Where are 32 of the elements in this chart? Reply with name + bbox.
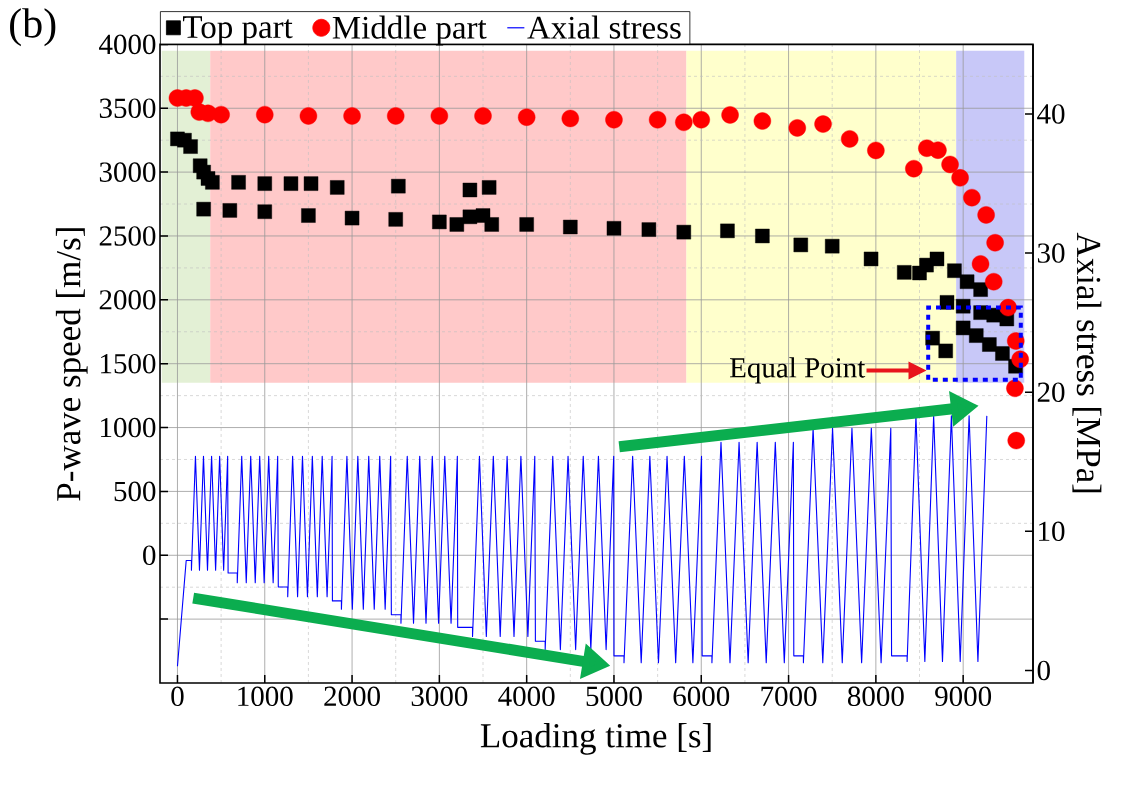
y2-tick-label: 30: [1037, 243, 1065, 263]
y-axis-title: P-wave speed [m/s]: [55, 228, 88, 501]
x-axis-title: Loading time [s]: [480, 722, 711, 755]
text: (b): [10, 8, 56, 47]
x-tick-label: 2000: [324, 686, 380, 707]
y-tick-label: 3000: [99, 162, 156, 182]
y2-tick-label: 20: [1037, 382, 1065, 402]
x-tick-label: 9000: [935, 686, 992, 707]
y2-tick-label: 0: [1037, 660, 1050, 681]
y-tick-label: 3500: [99, 98, 156, 119]
y-tick-label: 0: [143, 545, 156, 566]
x-tick-label: 6000: [673, 686, 730, 707]
legend-label: Middle part: [332, 15, 487, 46]
y-tick-label: 1000: [101, 417, 156, 438]
x-tick-label: 3000: [411, 686, 468, 707]
x-tick-label: 4000: [498, 686, 555, 707]
x-tick-label: 7000: [761, 686, 817, 707]
y2-axis-title: Axial stress [MPa]: [1072, 232, 1102, 493]
annotation: Equal Point: [730, 357, 866, 384]
x-tick-label: 5000: [586, 686, 642, 707]
legend-label: Axial stress: [527, 15, 681, 39]
y-tick-label: 500: [114, 481, 156, 502]
y2-tick-label: 40: [1037, 104, 1065, 124]
x-tick-label: 8000: [847, 686, 904, 707]
y2-tick-label: 10: [1039, 521, 1065, 542]
y-tick-label: 2000: [99, 290, 156, 310]
y-tick-label: 4000: [99, 34, 156, 55]
legend-label: Top part: [183, 16, 293, 45]
x-tick-label: 0: [171, 686, 184, 707]
y-tick-label: 1500: [101, 353, 156, 374]
x-tick-label: 1000: [238, 686, 293, 707]
y-tick-label: 2500: [99, 226, 156, 246]
